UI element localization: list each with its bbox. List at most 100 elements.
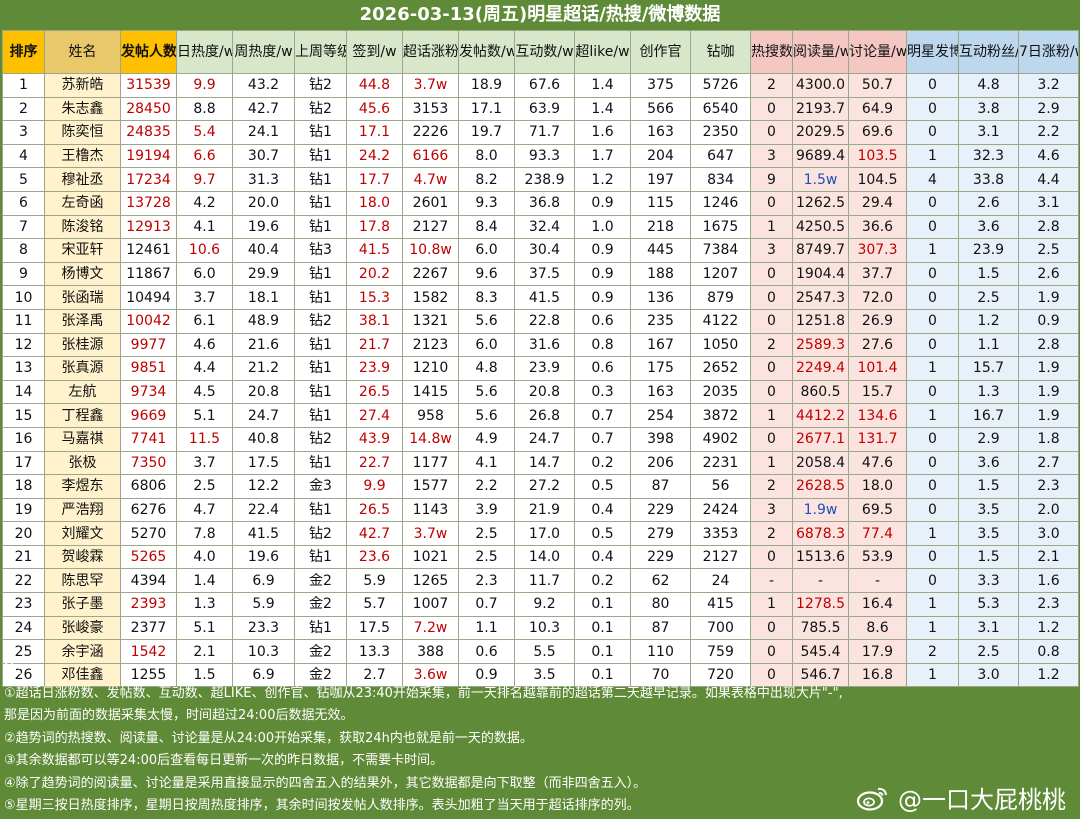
cell-name: 张极 <box>44 450 121 476</box>
cell-read: 4250.5 <box>792 214 849 240</box>
cell-hot: 2 <box>750 474 793 499</box>
cell-like: 0.8 <box>574 332 631 358</box>
cell-disc: - <box>848 568 907 594</box>
cell-posts: 17.1 <box>458 96 515 122</box>
cell-posts: 2.2 <box>458 474 515 499</box>
note-line: ②趋势词的热搜数、阅读量、讨论量是从24:00开始采集，获取24h内也就是前一天… <box>4 730 533 746</box>
cell-posters: 7741 <box>120 426 177 452</box>
cell-ifans: 32.3 <box>958 143 1019 169</box>
cell-star: 0 <box>906 332 959 358</box>
cell-ifans: 16.7 <box>958 403 1019 428</box>
table-row: 13 张真源 9851 4.4 21.2 钻1 23.9 1210 4.8 23.9 0.6 175 2… <box>2 356 1079 381</box>
cell-zk: 3872 <box>690 403 751 428</box>
cell-disc: 69.6 <box>848 120 907 145</box>
cell-read: 860.5 <box>792 379 849 405</box>
cell-week: 6.9 <box>232 662 295 688</box>
table-row: 20 刘耀文 5270 7.8 41.5 钻2 42.7 3.7w 2.5 17.0 0.5 279 3… <box>2 521 1079 546</box>
header-discuss: 讨论量/w <box>848 30 907 74</box>
cell-disc: 53.9 <box>848 544 907 570</box>
cell-fans: 1321 <box>402 308 459 334</box>
cell-f7: 1.9 <box>1018 379 1079 405</box>
cell-checkin: 17.1 <box>346 120 403 145</box>
cell-disc: 64.9 <box>848 96 907 122</box>
cell-disc: 16.8 <box>848 662 907 688</box>
cell-f7: 1.6 <box>1018 568 1079 594</box>
table-row: 22 陈思罕 4394 1.4 6.9 金2 5.9 1265 2.3 11.7 0.2 62 24- -… <box>2 568 1079 594</box>
cell-fans: 1143 <box>402 497 459 523</box>
table-row: 9 杨博文 11867 6.0 29.9 钻1 20.2 2267 9.6 37.5 0.9 188 1… <box>2 261 1079 287</box>
cell-hot: 2 <box>750 521 793 546</box>
cell-posts: 8.0 <box>458 143 515 169</box>
cell-star: 0 <box>906 426 959 452</box>
cell-creator: 167 <box>630 332 691 358</box>
cell-rank: 1 <box>2 73 45 98</box>
cell-week: 22.4 <box>232 497 295 523</box>
cell-name: 苏新皓 <box>44 73 121 98</box>
cell-star: 0 <box>906 544 959 570</box>
table-row: 2 朱志鑫 28450 8.8 42.7 钻2 45.6 3153 17.1 63.9 1.4 566… <box>2 96 1079 122</box>
cell-inter: 20.8 <box>514 379 575 405</box>
cell-hot: 9 <box>750 167 793 192</box>
cell-rank: 8 <box>2 238 45 263</box>
table-row: 1 苏新皓 31539 9.9 43.2 钻2 44.8 3.7w 18.9 67.6 1.4 375… <box>2 73 1079 98</box>
cell-day: 6.6 <box>176 143 233 169</box>
cell-posts: 2.3 <box>458 568 515 594</box>
cell-level: 钻2 <box>294 426 347 452</box>
cell-fans: 2226 <box>402 120 459 145</box>
cell-creator: 188 <box>630 261 691 287</box>
cell-name: 张子墨 <box>44 592 121 617</box>
cell-ifans: 1.5 <box>958 261 1019 287</box>
cell-posts: 0.6 <box>458 639 515 664</box>
cell-inter: 30.4 <box>514 238 575 263</box>
cell-posts: 5.6 <box>458 308 515 334</box>
cell-fans: 1007 <box>402 592 459 617</box>
header-week-heat: 周热度/w <box>232 30 295 74</box>
cell-creator: 110 <box>630 639 691 664</box>
cell-name: 穆祉丞 <box>44 167 121 192</box>
cell-disc: 103.5 <box>848 143 907 169</box>
cell-like: 0.9 <box>574 285 631 310</box>
cell-name: 张桂源 <box>44 332 121 358</box>
cell-ifans: 1.2 <box>958 308 1019 334</box>
cell-fans: 3.6w <box>402 662 459 688</box>
cell-level: 钻1 <box>294 190 347 216</box>
cell-rank: 3 <box>2 120 45 145</box>
cell-disc: 101.4 <box>848 356 907 381</box>
cell-name: 李煜东 <box>44 474 121 499</box>
cell-disc: 104.5 <box>848 167 907 192</box>
cell-rank: 15 <box>2 403 45 428</box>
cell-creator: 163 <box>630 120 691 145</box>
cell-star: 1 <box>906 403 959 428</box>
cell-creator: 175 <box>630 356 691 381</box>
cell-hot: 0 <box>750 285 793 310</box>
cell-level: 钻1 <box>294 332 347 358</box>
cell-week: 18.1 <box>232 285 295 310</box>
cell-creator: 80 <box>630 592 691 617</box>
cell-inter: 14.7 <box>514 450 575 476</box>
cell-level: 钻1 <box>294 544 347 570</box>
cell-f7: 2.3 <box>1018 592 1079 617</box>
cell-star: 0 <box>906 214 959 240</box>
cell-inter: 22.8 <box>514 308 575 334</box>
cell-f7: 2.0 <box>1018 497 1079 523</box>
cell-posts: 4.1 <box>458 450 515 476</box>
cell-disc: 72.0 <box>848 285 907 310</box>
cell-read: 1513.6 <box>792 544 849 570</box>
data-table: 排序 姓名 发帖人数 日热度/w 周热度/w 上周等级 签到/w 超话涨粉 发帖… <box>2 30 1079 688</box>
cell-hot: 0 <box>750 96 793 122</box>
cell-week: 41.5 <box>232 521 295 546</box>
cell-posters: 4394 <box>120 568 177 594</box>
cell-read: 2029.5 <box>792 120 849 145</box>
cell-hot: 0 <box>750 379 793 405</box>
cell-week: 24.1 <box>232 120 295 145</box>
cell-day: 10.6 <box>176 238 233 263</box>
cell-f7: 2.8 <box>1018 214 1079 240</box>
cell-ifans: 2.5 <box>958 285 1019 310</box>
cell-checkin: 44.8 <box>346 73 403 98</box>
cell-week: 6.9 <box>232 568 295 594</box>
cell-week: 40.8 <box>232 426 295 452</box>
cell-name: 刘耀文 <box>44 521 121 546</box>
cell-star: 0 <box>906 497 959 523</box>
cell-posts: 0.9 <box>458 662 515 688</box>
cell-rank: 4 <box>2 143 45 169</box>
